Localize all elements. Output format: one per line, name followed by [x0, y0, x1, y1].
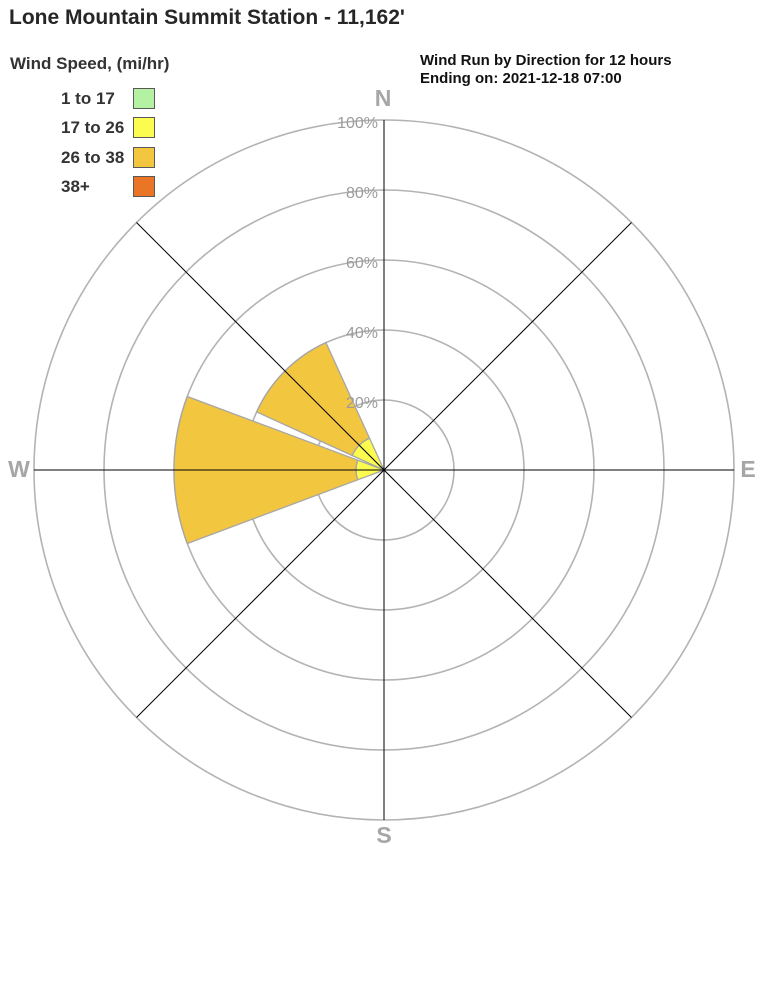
legend-item-label: 17 to 26: [61, 118, 125, 138]
legend-item-label: 1 to 17: [61, 89, 115, 108]
ring-label-100: 100%: [337, 115, 378, 132]
page-title: Lone Mountain Summit Station - 11,162': [9, 6, 405, 29]
spoke-135deg: [136, 222, 632, 718]
legend-color-swatch: [133, 117, 155, 139]
ring-label-80: 80%: [346, 185, 378, 202]
compass-label-e: E: [740, 456, 755, 482]
compass-label-w: W: [8, 456, 30, 482]
legend-title: Wind Speed, (mi/hr): [10, 54, 170, 73]
legend-color-swatch: [133, 146, 155, 168]
ring-label-60: 60%: [346, 255, 378, 272]
annotation-line1: Wind Run by Direction for 12 hours: [420, 52, 672, 69]
compass-label-n: N: [375, 85, 392, 111]
legend-color-swatch: [133, 176, 155, 198]
legend-item-label: 38+: [61, 177, 90, 197]
annotation-line2: Ending on: 2021-12-18 07:00: [420, 70, 622, 87]
compass-label-s: S: [376, 822, 391, 848]
ring-label-40: 40%: [346, 325, 378, 342]
ring-label-20: 20%: [346, 395, 378, 412]
legend-color-swatch: [133, 88, 155, 109]
legend-item-label: 26 to 38: [61, 147, 125, 167]
chart-annotation: Wind Run by Direction for 12 hours Endin…: [420, 52, 672, 88]
